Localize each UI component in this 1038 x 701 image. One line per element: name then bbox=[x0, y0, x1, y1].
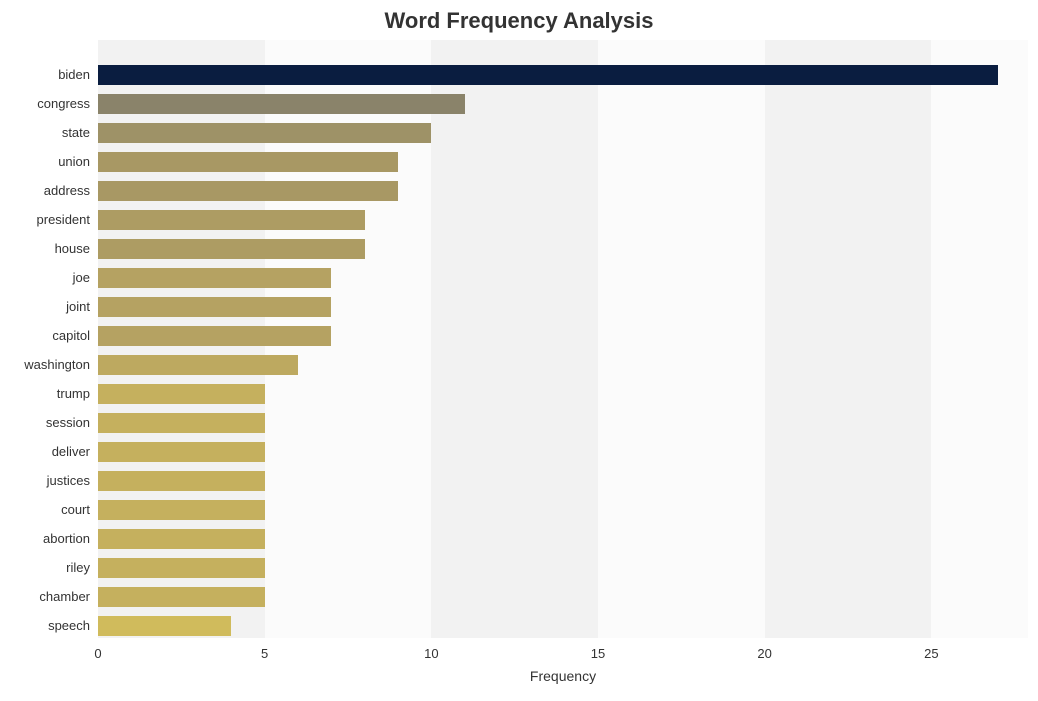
x-tick-label: 0 bbox=[94, 646, 101, 661]
bar-row bbox=[98, 89, 1028, 118]
bar bbox=[98, 268, 331, 288]
bar-row bbox=[98, 379, 1028, 408]
bar bbox=[98, 616, 231, 636]
bar bbox=[98, 471, 265, 491]
bar-row bbox=[98, 524, 1028, 553]
y-axis-label: deliver bbox=[0, 445, 90, 459]
bar bbox=[98, 181, 398, 201]
bar bbox=[98, 500, 265, 520]
y-axis-label: president bbox=[0, 213, 90, 227]
bar-row bbox=[98, 611, 1028, 640]
plot-area: Frequency bidencongressstateunionaddress… bbox=[98, 40, 1028, 638]
bar bbox=[98, 384, 265, 404]
y-axis-label: speech bbox=[0, 619, 90, 633]
bar-row bbox=[98, 176, 1028, 205]
bar-row bbox=[98, 118, 1028, 147]
bar-row bbox=[98, 321, 1028, 350]
bar-row bbox=[98, 408, 1028, 437]
chart-title: Word Frequency Analysis bbox=[0, 8, 1038, 34]
chart-container: Word Frequency Analysis Frequency bidenc… bbox=[0, 0, 1038, 701]
bar bbox=[98, 442, 265, 462]
bar bbox=[98, 326, 331, 346]
bar bbox=[98, 297, 331, 317]
bar-row bbox=[98, 263, 1028, 292]
bar-row bbox=[98, 234, 1028, 263]
bar-row bbox=[98, 147, 1028, 176]
bar bbox=[98, 152, 398, 172]
bar-row bbox=[98, 205, 1028, 234]
bar bbox=[98, 413, 265, 433]
bar bbox=[98, 529, 265, 549]
y-axis-label: washington bbox=[0, 358, 90, 372]
y-axis-label: union bbox=[0, 155, 90, 169]
y-axis-label: abortion bbox=[0, 532, 90, 546]
y-axis-label: house bbox=[0, 242, 90, 256]
y-axis-label: capitol bbox=[0, 329, 90, 343]
bar bbox=[98, 94, 465, 114]
bar bbox=[98, 239, 365, 259]
y-axis-label: court bbox=[0, 503, 90, 517]
x-tick-label: 20 bbox=[757, 646, 771, 661]
bar-row bbox=[98, 582, 1028, 611]
bar bbox=[98, 355, 298, 375]
y-axis-label: chamber bbox=[0, 590, 90, 604]
y-axis-label: riley bbox=[0, 561, 90, 575]
y-axis-label: address bbox=[0, 184, 90, 198]
x-tick-label: 5 bbox=[261, 646, 268, 661]
x-tick-label: 25 bbox=[924, 646, 938, 661]
bar bbox=[98, 65, 998, 85]
bar bbox=[98, 558, 265, 578]
bar-row bbox=[98, 437, 1028, 466]
y-axis-label: joe bbox=[0, 271, 90, 285]
y-axis-label: justices bbox=[0, 474, 90, 488]
y-axis-label: biden bbox=[0, 68, 90, 82]
x-tick-label: 15 bbox=[591, 646, 605, 661]
x-axis-title: Frequency bbox=[530, 668, 596, 678]
bar-row bbox=[98, 495, 1028, 524]
bar-row bbox=[98, 350, 1028, 379]
bar bbox=[98, 123, 431, 143]
bar-row bbox=[98, 292, 1028, 321]
y-axis-label: trump bbox=[0, 387, 90, 401]
x-tick-label: 10 bbox=[424, 646, 438, 661]
y-axis-label: congress bbox=[0, 97, 90, 111]
bar bbox=[98, 210, 365, 230]
y-axis-label: state bbox=[0, 126, 90, 140]
bar-row bbox=[98, 466, 1028, 495]
bar-row bbox=[98, 60, 1028, 89]
y-axis-label: session bbox=[0, 416, 90, 430]
bar-row bbox=[98, 553, 1028, 582]
bar bbox=[98, 587, 265, 607]
y-axis-label: joint bbox=[0, 300, 90, 314]
